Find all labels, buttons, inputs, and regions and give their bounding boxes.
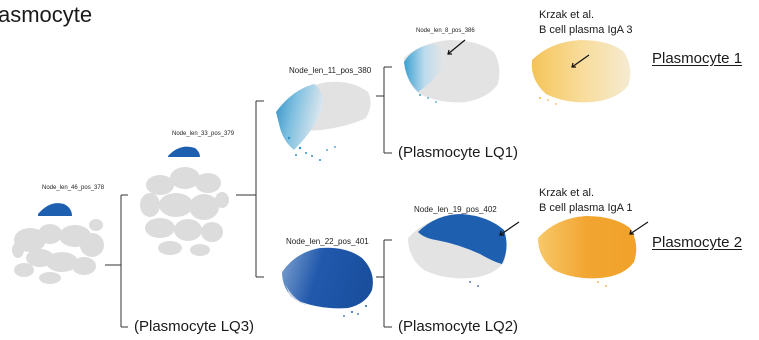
figure-title: asmocyte [0, 2, 93, 27]
outcome-plasmocyte-2: Plasmocyte 2 [652, 234, 743, 251]
reference-iga3-author: Krzak et al. [539, 9, 595, 21]
umap-node-8 [404, 40, 500, 103]
node-label-8: Node_len_8_pos_386 [416, 28, 475, 34]
reference-iga3: Krzak et al. B cell plasma IgA 3 [539, 8, 633, 38]
node-label-root: Node_len_46_pos_378 [42, 185, 105, 191]
outcome-plasmocyte-1: Plasmocyte 1 [652, 50, 743, 67]
umap-node-22 [282, 247, 373, 317]
node-label-11: Node_len_11_pos_380 [289, 66, 372, 75]
leaf-label-lq2: (Plasmocyte LQ2) [398, 318, 519, 335]
node-label-19: Node_len_19_pos_402 [414, 205, 497, 214]
umap-ref-iga3 [531, 40, 631, 105]
leaf-label-lq1: (Plasmocyte LQ1) [398, 144, 519, 161]
umap-node-11 [276, 81, 371, 161]
reference-iga1: Krzak et al. B cell plasma IgA 1 [539, 186, 633, 216]
root-highlight [38, 203, 72, 216]
tree-lines [105, 66, 392, 328]
umap-node-19 [408, 214, 507, 287]
reference-iga1-celltype: B cell plasma IgA 1 [539, 202, 633, 214]
node-label-22: Node_len_22_pos_401 [286, 237, 369, 246]
node-label-33: Node_len_33_pos_379 [172, 131, 235, 137]
leaf-label-lq3: (Plasmocyte LQ3) [134, 318, 255, 335]
reference-iga3-celltype: B cell plasma IgA 3 [539, 24, 633, 36]
umap-ref-iga1 [538, 216, 637, 287]
node-33-highlight [168, 146, 200, 157]
reference-iga1-author: Krzak et al. [539, 187, 595, 199]
umap-node-33 [140, 146, 229, 256]
umap-root [12, 203, 104, 284]
pointer-arrows [447, 39, 649, 236]
